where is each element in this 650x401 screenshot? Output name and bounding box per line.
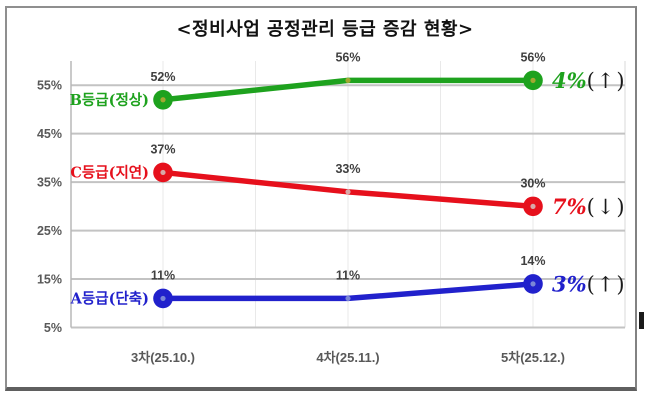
x-tick-label: 3차(25.10.) <box>131 350 195 365</box>
change-annotation: 7%(↓) <box>552 194 627 219</box>
data-point-label: 56% <box>520 50 545 64</box>
change-annotation: 4%(↑) <box>552 68 627 93</box>
series-label: B등급(정상) <box>70 91 149 109</box>
y-tick-label: 45% <box>37 127 62 141</box>
series-label: A등급(단축) <box>70 290 149 307</box>
series-label: C등급(지연) <box>70 164 149 181</box>
x-tick-label: 4차(25.11.) <box>316 350 379 365</box>
data-point-center-dot <box>345 77 351 83</box>
data-point-label: 56% <box>335 50 360 64</box>
data-point-center-dot <box>345 189 351 195</box>
y-tick-label: 15% <box>37 273 62 287</box>
data-point-label: 30% <box>520 176 545 190</box>
data-point-label: 52% <box>150 70 175 84</box>
change-direction-arrow: (↑) <box>587 272 627 296</box>
data-point-center-dot <box>530 281 536 287</box>
data-point-center-dot <box>160 295 166 302</box>
data-point-label: 11% <box>151 268 175 282</box>
y-tick-label: 35% <box>37 176 62 190</box>
chart-title: <정비사업 공정관리 등급 증감 현황> <box>176 19 474 40</box>
data-point-center-dot <box>160 97 166 103</box>
data-point-label: 14% <box>520 254 545 268</box>
change-direction-arrow: (↓) <box>587 195 627 219</box>
right-border-mark <box>639 312 644 329</box>
x-tick-label: 5차(25.12.) <box>501 350 565 365</box>
change-annotation: 3%(↑) <box>552 271 627 296</box>
y-tick-label: 25% <box>37 224 62 238</box>
data-point-center-dot <box>345 295 351 302</box>
data-point-center-dot <box>160 169 166 176</box>
change-value: 3% <box>552 271 587 296</box>
data-point-center-dot <box>530 203 536 209</box>
data-point-center-dot <box>530 77 536 83</box>
data-point-label: 11% <box>336 268 360 282</box>
y-tick-label: 5% <box>44 321 62 335</box>
data-point-label: 33% <box>335 162 360 176</box>
change-value: 7% <box>552 194 587 219</box>
change-direction-arrow: (↑) <box>587 69 627 93</box>
y-tick-label: 55% <box>37 79 62 93</box>
data-point-label: 37% <box>150 142 175 156</box>
change-value: 4% <box>552 68 587 93</box>
